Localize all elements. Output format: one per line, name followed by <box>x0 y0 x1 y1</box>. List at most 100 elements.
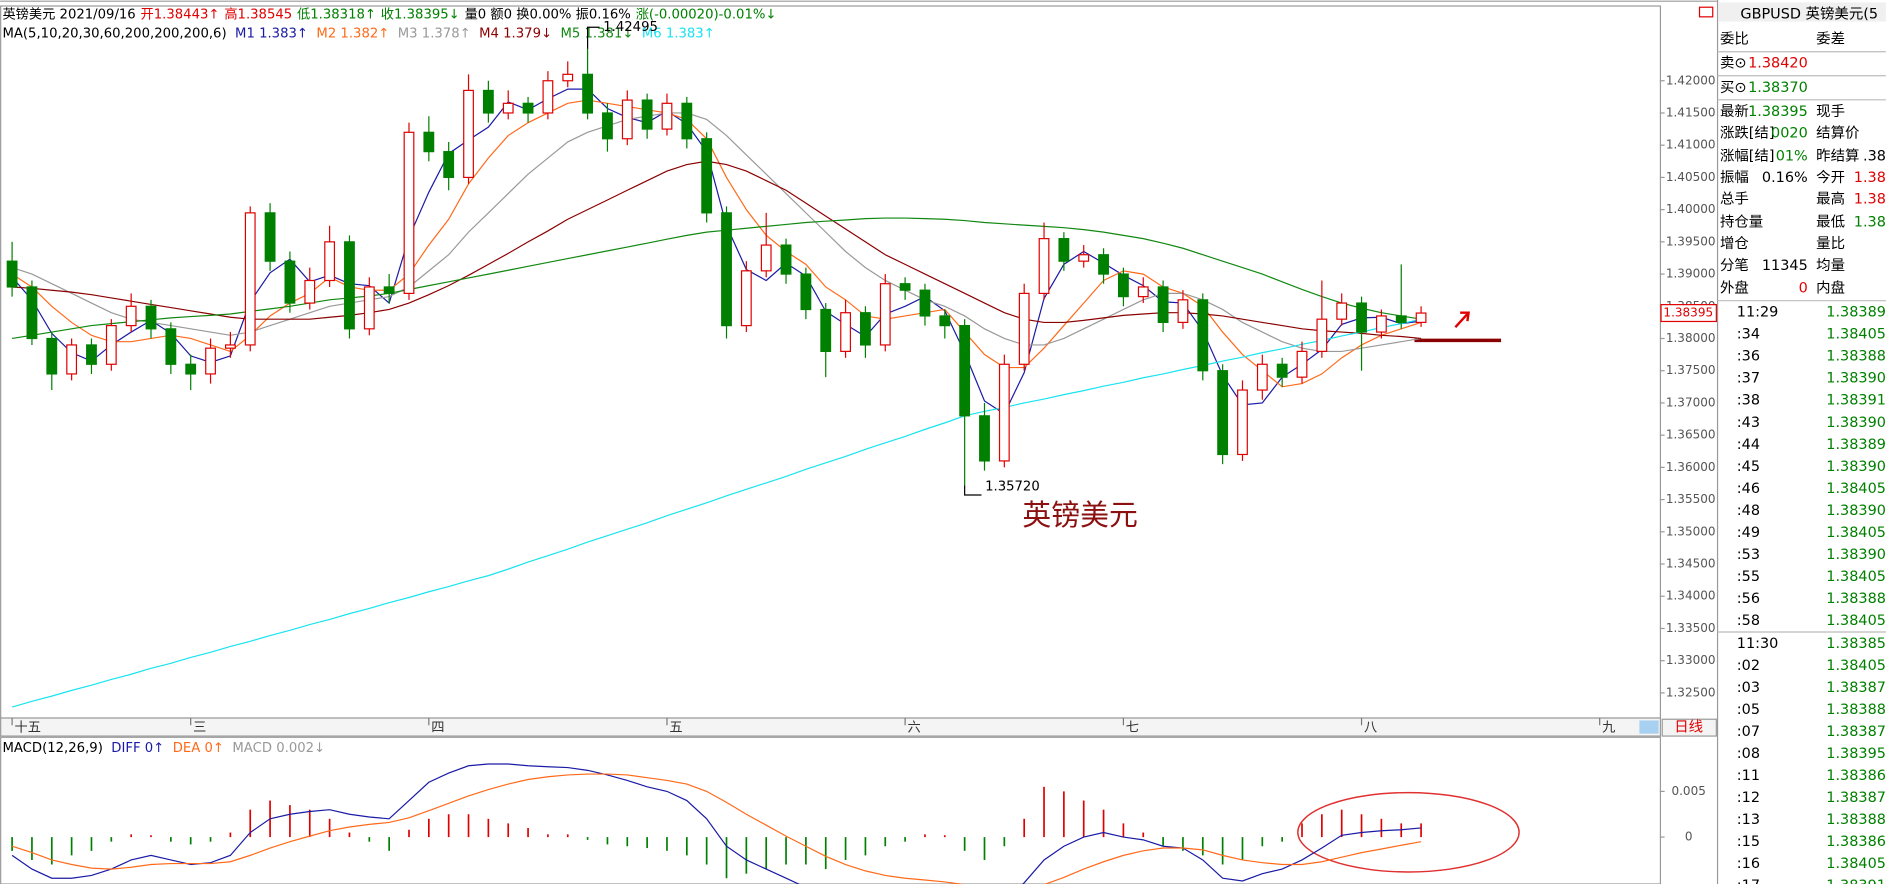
candle-body <box>1237 389 1248 456</box>
tick-price: 1.38390 <box>1826 371 1886 387</box>
x-tick-label: 十五 <box>14 720 40 736</box>
candle-body <box>26 286 38 340</box>
tick-time: :07 <box>1737 724 1760 740</box>
candle-body <box>105 325 117 365</box>
y-tick-label: 1.36000 <box>1666 460 1716 474</box>
tick-price: 1.38390 <box>1826 459 1886 475</box>
candle-body <box>661 102 673 130</box>
candle-body <box>780 244 792 275</box>
panel-label: 持仓量 <box>1720 214 1763 231</box>
y-tick-label: 1.42000 <box>1666 73 1716 87</box>
candle-body <box>760 244 772 272</box>
macd-line <box>11 763 1422 884</box>
macd-legend: MACD(12,26,9) DIFF 0↑ DEA 0↑ MACD 0.002↓ <box>2 741 325 756</box>
panel-label: 最新 <box>1720 103 1749 120</box>
info-item: 开1.38443↑ <box>141 7 220 22</box>
candle-body <box>1177 299 1189 323</box>
panel-label: 内盘 <box>1816 279 1845 297</box>
y-tick-label: 1.41000 <box>1666 138 1716 152</box>
y-tick-label: 1.32500 <box>1666 685 1716 699</box>
legend-entry: M5 1.381↓ <box>560 27 633 42</box>
candle-body <box>1276 363 1288 378</box>
candle-body <box>165 328 177 365</box>
low-leader <box>964 485 982 496</box>
tick-price: 1.38391 <box>1826 393 1886 409</box>
tick-time: :38 <box>1737 393 1760 409</box>
period-button[interactable]: 日线 <box>1674 719 1703 736</box>
panel-label: 总手 <box>1720 191 1749 208</box>
tick-price: 1.38387 <box>1826 680 1886 696</box>
candle-body <box>621 99 633 140</box>
annotation: 英镑美元 <box>1022 498 1137 532</box>
tick-time: :12 <box>1737 790 1760 806</box>
candle-body <box>1415 312 1427 323</box>
panel-label: 增仓 <box>1720 235 1749 252</box>
info-line: 英镑美元 2021/09/16 开1.38443↑ 高1.38545 低1.38318… <box>2 5 776 22</box>
tick-time: :55 <box>1737 569 1760 585</box>
period-button-box[interactable] <box>1661 718 1717 737</box>
last-price-box <box>1660 304 1717 323</box>
y-tick-label: 1.35000 <box>1666 524 1716 538</box>
scrollbar[interactable] <box>1639 720 1659 734</box>
panel-value: 1.38420 <box>1748 56 1808 72</box>
tick-time: :37 <box>1737 371 1760 387</box>
y-tick-label: 1.40500 <box>1666 170 1716 184</box>
info-item: 涨(-0.00020)-0.01%↓ <box>636 6 777 22</box>
candle-body <box>1058 238 1070 262</box>
candle-body <box>66 344 78 375</box>
candle-body <box>1197 299 1209 372</box>
candle-body <box>344 241 355 330</box>
y-tick-label: 1.36500 <box>1666 428 1716 442</box>
candle-body <box>403 131 415 294</box>
panel-value: 0 <box>1799 281 1808 297</box>
legend-entry: MACD 0.002↓ <box>232 741 325 756</box>
candle-body <box>979 415 990 462</box>
candle-body <box>482 89 494 114</box>
panel-label: 量比 <box>1816 235 1845 252</box>
candle-body <box>1157 286 1169 323</box>
x-tick-label: 九 <box>1602 720 1615 736</box>
candle-body <box>423 131 435 153</box>
y-tick-label: 1.34500 <box>1666 557 1716 571</box>
tick-price: 1.38390 <box>1826 503 1886 519</box>
candle-body <box>205 347 216 375</box>
candle-body <box>542 80 554 114</box>
candle-body <box>1296 350 1308 378</box>
ma-line <box>11 318 1422 708</box>
tick-price: 1.38405 <box>1826 613 1886 629</box>
candle-body <box>820 308 832 352</box>
candle-body <box>1018 292 1030 365</box>
tick-price: 1.38405 <box>1826 481 1886 497</box>
candle-body <box>899 283 911 291</box>
candle-body <box>185 363 197 375</box>
tick-time: :02 <box>1737 658 1760 674</box>
tick-time: :45 <box>1737 459 1760 475</box>
candle-body <box>443 151 455 179</box>
tick-price: 1.38405 <box>1826 327 1886 343</box>
panel-label: 委差 <box>1816 31 1845 48</box>
panel-label: 卖⊙ <box>1720 55 1747 72</box>
candle-body <box>46 337 58 375</box>
tick-time: :08 <box>1737 746 1760 762</box>
legend-entry: DIFF 0↑ <box>111 741 164 756</box>
legend-entry: M4 1.379↓ <box>479 27 552 42</box>
window-icon[interactable] <box>1698 6 1714 18</box>
candle-body <box>860 312 871 346</box>
x-tick-label: 七 <box>1126 720 1139 736</box>
y-tick-label: 1.40000 <box>1666 202 1716 216</box>
candle-body <box>145 305 157 330</box>
tick-price: 1.38405 <box>1826 856 1886 872</box>
candle-body <box>998 363 1010 462</box>
panel-label: 最低 <box>1816 214 1845 231</box>
tick-price: 1.38386 <box>1826 768 1886 784</box>
candle-body <box>681 102 693 140</box>
y-tick-label: 1.35500 <box>1666 492 1716 506</box>
tick-price: 1.38388 <box>1826 591 1886 607</box>
candle-body <box>264 212 276 262</box>
y-tick-label: 1.38000 <box>1666 331 1716 345</box>
tick-time: 11:30 <box>1737 636 1779 652</box>
candle-body <box>1336 302 1348 320</box>
candle-body <box>562 73 574 82</box>
y-tick-label: 1.41500 <box>1666 105 1716 119</box>
x-tick-label: 三 <box>193 721 206 736</box>
